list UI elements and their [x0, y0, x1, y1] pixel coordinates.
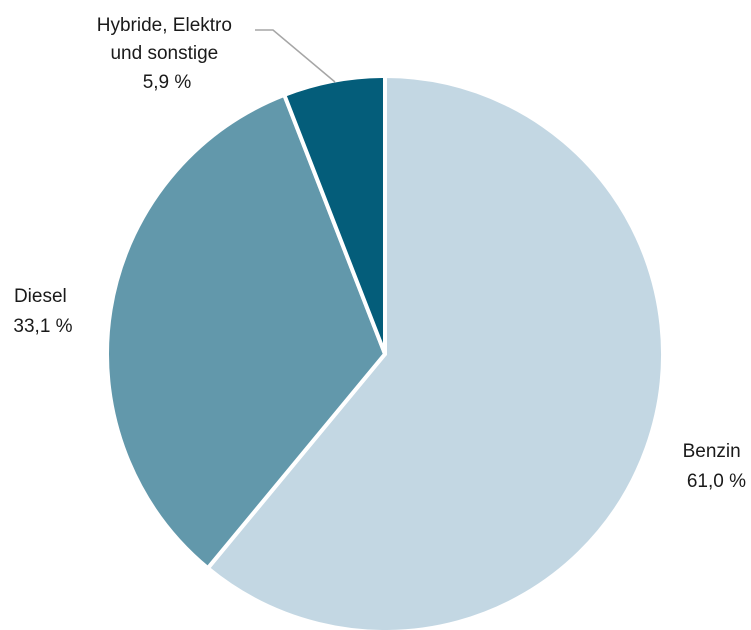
- slice-label-benzin-value: 61,0 %: [687, 471, 746, 492]
- slice-label-hybride-value: 5,9 %: [143, 72, 192, 93]
- slice-label-diesel-value: 33,1 %: [13, 316, 72, 337]
- slice-label-benzin-name: Benzin: [683, 441, 741, 462]
- slice-label-benzin: Benzin 61,0 %: [683, 441, 746, 492]
- slice-label-hybride: Hybride, Elektro und sonstige 5,9 %: [97, 15, 237, 93]
- leader-line-hybride: [255, 29, 336, 83]
- slice-label-diesel: Diesel 33,1 %: [13, 286, 72, 337]
- slice-label-hybride-line2: und sonstige: [110, 43, 218, 64]
- pie-slices: [105, 74, 665, 630]
- pie-slice-diesel: [105, 92, 387, 571]
- slice-label-diesel-name: Diesel: [14, 286, 67, 307]
- leader-lines: [255, 29, 336, 83]
- slice-label-hybride-line1: Hybride, Elektro: [97, 15, 232, 36]
